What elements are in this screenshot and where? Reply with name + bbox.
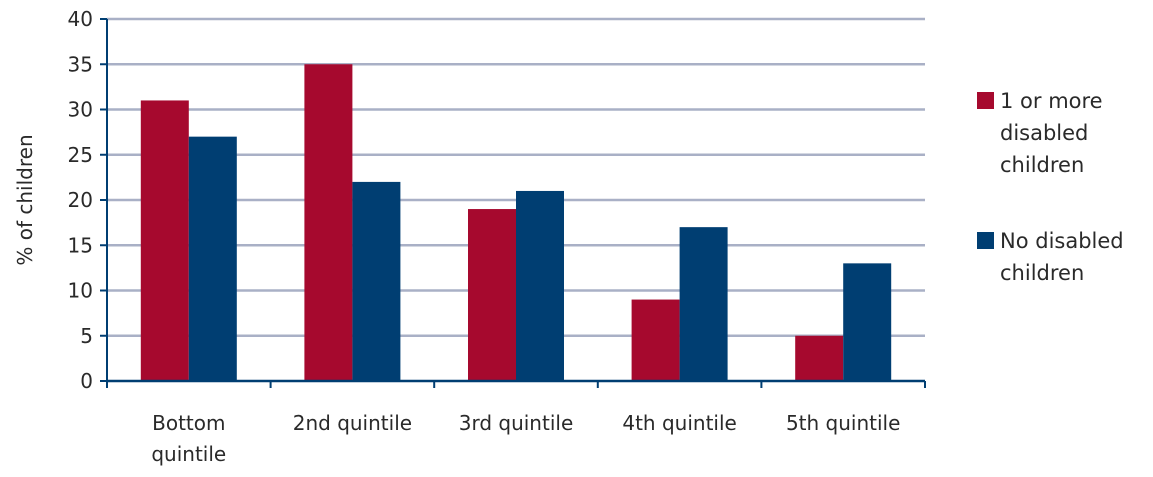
- bar: [352, 181, 401, 381]
- bar: [140, 100, 189, 381]
- legend: 1 or more disabled children No disabled chil…: [977, 89, 1124, 285]
- y-tick-label: 0: [80, 369, 93, 393]
- x-tick-label: 2nd quintile: [293, 411, 412, 435]
- legend-item: 1 or more disabled children: [977, 89, 1103, 177]
- bars: [140, 64, 892, 381]
- y-tick-label: 5: [80, 324, 93, 348]
- legend-label: No disabled children: [1000, 229, 1124, 285]
- y-axis-title: % of children: [13, 134, 37, 265]
- y-tick-label: 30: [68, 98, 93, 122]
- legend-swatch: [977, 92, 994, 109]
- bar: [468, 209, 516, 381]
- y-tick-label: 10: [68, 279, 93, 303]
- bar: [304, 64, 353, 381]
- bar: [843, 263, 892, 381]
- x-tick-label: 3rd quintile: [459, 411, 574, 435]
- x-tick-label: Bottom quintile: [151, 411, 226, 466]
- axis-labels: 0 5 10 15 20 25 30 35 40 Bottom quintile 2nd quinti…: [13, 7, 900, 466]
- legend-swatch: [977, 232, 994, 249]
- y-tick-label: 25: [68, 143, 93, 167]
- bar: [188, 136, 237, 381]
- bar: [679, 227, 728, 381]
- y-tick-label: 35: [68, 52, 93, 76]
- bar: [516, 190, 564, 381]
- y-tick-label: 20: [68, 188, 93, 212]
- x-tick-label: 4th quintile: [622, 411, 736, 435]
- legend-item: No disabled children: [977, 229, 1124, 285]
- y-tick-label: 40: [68, 7, 93, 31]
- legend-label: 1 or more disabled children: [1000, 89, 1103, 177]
- x-tick-label: 5th quintile: [786, 411, 900, 435]
- bar: [631, 299, 680, 381]
- bar: [795, 335, 844, 381]
- y-tick-label: 15: [68, 233, 93, 257]
- axes: [100, 18, 926, 388]
